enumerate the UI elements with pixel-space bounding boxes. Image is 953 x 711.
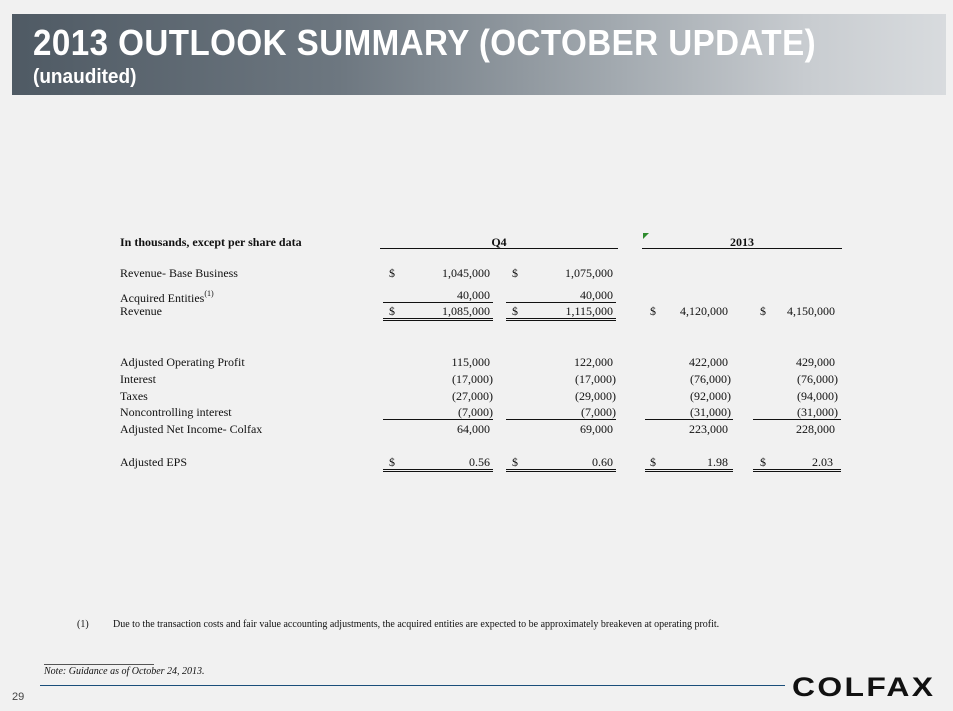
total-double-rule: [383, 318, 493, 321]
row-label: Noncontrolling interest: [120, 405, 232, 419]
total-double-rule: [753, 469, 841, 472]
year-low-value: 4,120,000: [680, 304, 728, 318]
title-band: 2013 OUTLOOK SUMMARY (OCTOBER UPDATE) (u…: [12, 14, 946, 95]
units-label: In thousands, except per share data: [120, 235, 302, 249]
header-rule-2013: [642, 248, 842, 249]
year-high-value: 429,000: [796, 355, 835, 369]
q4-high-value: 1,075,000: [565, 266, 613, 280]
currency-sign: $: [760, 304, 766, 318]
q4-low-value: 1,085,000: [442, 304, 490, 318]
year-high-value: 4,150,000: [787, 304, 835, 318]
q4-high-value: 40,000: [580, 288, 613, 302]
page-title: 2013 OUTLOOK SUMMARY (OCTOBER UPDATE): [33, 22, 817, 63]
row-label: Adjusted Operating Profit: [120, 355, 245, 369]
q4-high-value: 1,115,000: [565, 304, 613, 318]
q4-high-value: 122,000: [574, 355, 613, 369]
total-double-rule: [645, 469, 733, 472]
year-low-value: (76,000): [690, 372, 731, 386]
year-high-value: (94,000): [797, 389, 838, 403]
page-subtitle: (unaudited): [33, 66, 137, 88]
row-label: Acquired Entities(1): [120, 288, 214, 305]
currency-sign: $: [650, 455, 656, 469]
col-group-q4: Q4: [491, 235, 507, 249]
q4-low-value: (7,000): [458, 405, 493, 419]
q4-low-value: (17,000): [452, 372, 493, 386]
total-double-rule: [506, 318, 616, 321]
q4-high-value: (17,000): [575, 372, 616, 386]
footnote: (1) Due to the transaction costs and fair…: [77, 619, 719, 630]
q4-low-value: (27,000): [452, 389, 493, 403]
currency-sign: $: [389, 455, 395, 469]
currency-sign: $: [512, 266, 518, 280]
currency-sign: $: [389, 304, 395, 318]
q4-low-value: 40,000: [457, 288, 490, 302]
header-rule-q4: [380, 248, 618, 249]
col-group-2013: 2013: [730, 235, 754, 249]
subtotal-rule: [645, 419, 733, 420]
row-label: Adjusted EPS: [120, 455, 188, 469]
year-high-value: (76,000): [797, 372, 838, 386]
subtotal-rule: [383, 302, 493, 303]
year-low-value: (31,000): [690, 405, 731, 419]
q4-low-value: 0.56: [469, 455, 490, 469]
total-double-rule: [506, 469, 616, 472]
subtotal-rule: [506, 302, 616, 303]
note-rule: [44, 664, 154, 665]
q4-low-value: 115,000: [451, 355, 490, 369]
currency-sign: $: [512, 304, 518, 318]
q4-high-value: 0.60: [592, 455, 613, 469]
year-high-value: 2.03: [812, 455, 833, 469]
currency-sign: $: [760, 455, 766, 469]
acquired-entities-label: Acquired Entities: [120, 291, 205, 305]
subtotal-rule: [383, 419, 493, 420]
year-low-value: 422,000: [689, 355, 728, 369]
footnote-ref: (1): [204, 289, 214, 298]
q4-low-value: 64,000: [457, 422, 490, 436]
row-label: Taxes: [120, 389, 148, 403]
currency-sign: $: [650, 304, 656, 318]
q4-low-value: 1,045,000: [442, 266, 490, 280]
row-label: Interest: [120, 372, 156, 386]
q4-high-value: 69,000: [580, 422, 613, 436]
currency-sign: $: [512, 455, 518, 469]
footer-rule: [40, 685, 785, 686]
total-double-rule: [383, 469, 493, 472]
colfax-logo: COLFAX: [792, 672, 936, 702]
row-label: Adjusted Net Income- Colfax: [120, 422, 263, 436]
row-label: Revenue: [120, 304, 162, 318]
footnote-number: (1): [77, 619, 89, 630]
year-low-value: (92,000): [690, 389, 731, 403]
year-low-value: 223,000: [689, 422, 728, 436]
page-number: 29: [12, 691, 25, 703]
currency-sign: $: [389, 266, 395, 280]
cell-marker-icon: [643, 233, 649, 239]
year-high-value: 228,000: [796, 422, 835, 436]
q4-high-value: (29,000): [575, 389, 616, 403]
q4-high-value: (7,000): [581, 405, 616, 419]
subtotal-rule: [753, 419, 841, 420]
year-low-value: 1.98: [707, 455, 728, 469]
year-high-value: (31,000): [797, 405, 838, 419]
subtotal-rule: [506, 419, 616, 420]
footnote-text: Due to the transaction costs and fair va…: [113, 619, 720, 630]
guidance-note: Note: Guidance as of October 24, 2013.: [44, 666, 205, 677]
row-label: Revenue- Base Business: [120, 266, 238, 280]
